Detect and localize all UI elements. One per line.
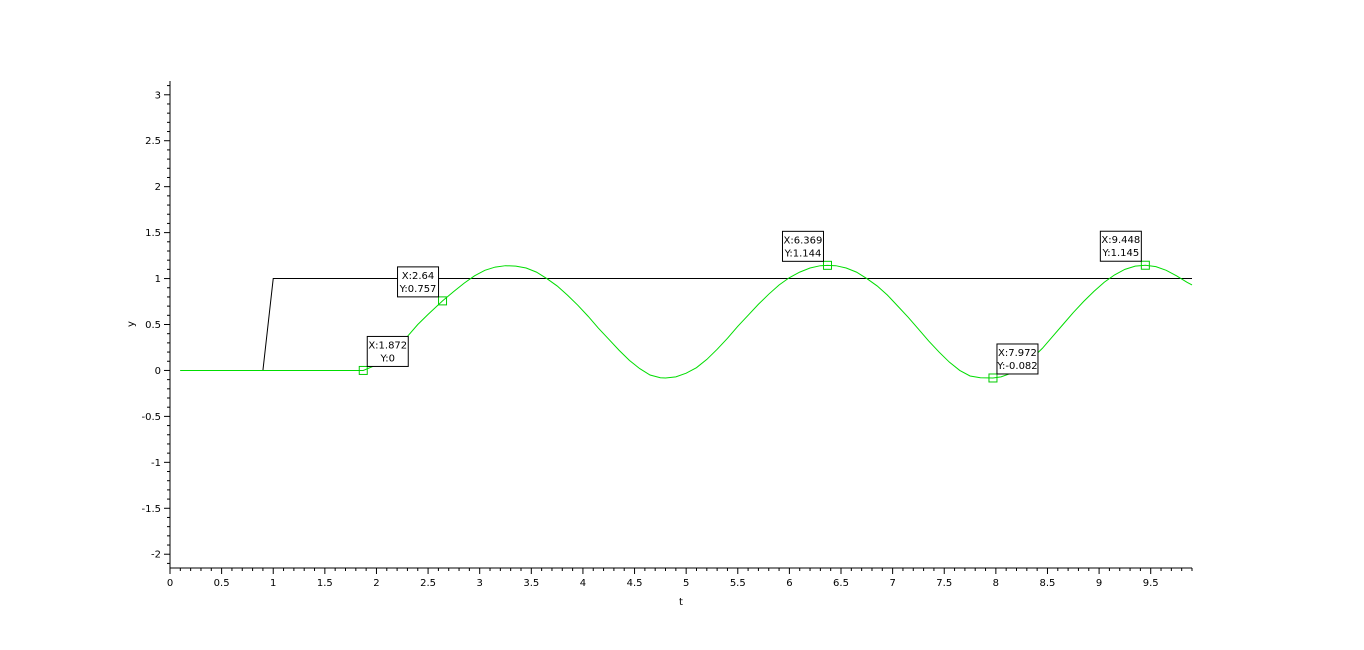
x-axis-label: t xyxy=(679,597,683,608)
series-layer xyxy=(180,264,1193,379)
x-tick-label: 4.5 xyxy=(627,578,643,589)
y-tick-label: -1.5 xyxy=(141,504,161,515)
datatip-marker xyxy=(988,373,998,383)
datatip-box xyxy=(366,335,409,367)
datatip: X:2.64 Y:0.757 xyxy=(397,266,448,306)
x-tick-label: 2.5 xyxy=(420,578,436,589)
datatip-x-text: X:9.448 xyxy=(1101,235,1140,246)
x-tick-label: 5.5 xyxy=(730,578,746,589)
x-tick-label: 4 xyxy=(580,578,586,589)
y-tick-label: 0.5 xyxy=(145,320,161,331)
datatip-x-text: X:6.369 xyxy=(784,235,823,246)
datatip: X:7.972 Y:-0.082 xyxy=(988,343,1039,383)
datatip-y-text: Y:0.757 xyxy=(399,284,437,295)
datatips-layer: X:1.872 Y:0 X:2.64 Y:0.757 X:6.369 Y:1.144 X:7… xyxy=(358,230,1150,383)
y-tick-label: 1 xyxy=(155,274,161,285)
y-tick-label: 0 xyxy=(155,366,161,377)
y-tick-label: 3 xyxy=(155,90,161,101)
step-input-line xyxy=(180,278,1192,371)
x-tick-label: 0 xyxy=(167,578,173,589)
y-axis-label: y xyxy=(126,321,137,327)
datatip: X:9.448 Y:1.145 xyxy=(1099,230,1150,270)
y-tick-label: 2.5 xyxy=(145,136,161,147)
datatip: X:1.872 Y:0 xyxy=(358,335,409,375)
x-tick-label: 1.5 xyxy=(317,578,333,589)
y-tick-label: -2 xyxy=(151,550,161,561)
datatip-marker xyxy=(438,296,448,306)
x-tick-label: 1 xyxy=(270,578,276,589)
x-tick-label: 3.5 xyxy=(523,578,539,589)
datatip-marker xyxy=(358,365,368,375)
x-tick-label: 6 xyxy=(786,578,792,589)
x-tick-label: 0.5 xyxy=(214,578,230,589)
datatip-y-text: Y:-0.082 xyxy=(996,361,1037,372)
x-tick-label: 3 xyxy=(477,578,483,589)
datatip-x-text: X:2.64 xyxy=(402,271,435,282)
axes: 0 0.5 1 1.5 2 2.5 3 3.5 4 4.5 5 5.5 6 6.5 7 7.5 8 8.5 9 9.5… xyxy=(141,81,1193,589)
datatip-marker xyxy=(822,260,832,270)
datatip-y-text: Y:0 xyxy=(379,353,395,364)
datatip-box xyxy=(397,266,440,298)
datatip-box xyxy=(1099,230,1142,262)
x-tick-label: 7.5 xyxy=(936,578,952,589)
x-tick-label: 9.5 xyxy=(1143,578,1159,589)
datatip-box xyxy=(996,343,1039,375)
datatip-x-text: X:7.972 xyxy=(998,348,1037,359)
datatip-x-text: X:1.872 xyxy=(368,340,407,351)
y-tick-label: -1 xyxy=(151,458,161,469)
x-tick-label: 8.5 xyxy=(1040,578,1056,589)
x-tick-label: 7 xyxy=(889,578,895,589)
y-tick-label: -0.5 xyxy=(141,412,161,423)
datatip-y-text: Y:1.144 xyxy=(784,248,822,259)
x-tick-label: 6.5 xyxy=(833,578,849,589)
x-tick-label: 9 xyxy=(1096,578,1102,589)
y-tick-label: 2 xyxy=(155,182,161,193)
datatip-y-text: Y:1.145 xyxy=(1101,248,1139,259)
x-tick-label: 2 xyxy=(373,578,379,589)
y-tick-label: 1.5 xyxy=(145,228,161,239)
datatip-marker xyxy=(1140,260,1150,270)
x-tick-label: 5 xyxy=(683,578,689,589)
datatip-box xyxy=(781,230,824,262)
response-line xyxy=(180,264,1193,379)
datatip: X:6.369 Y:1.144 xyxy=(781,230,832,270)
x-tick-label: 8 xyxy=(993,578,999,589)
